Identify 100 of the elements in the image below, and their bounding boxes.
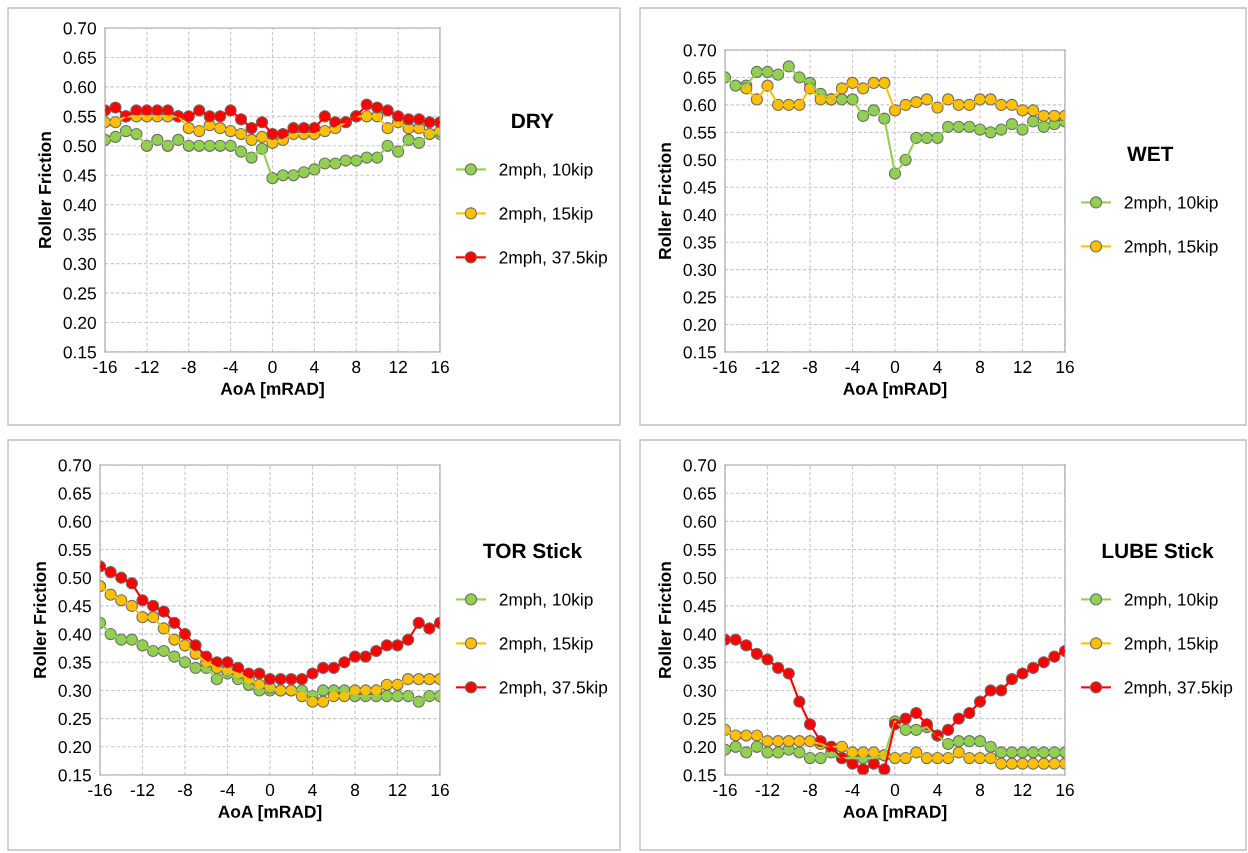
x-tick-label: 0 bbox=[268, 360, 277, 374]
legend-title: TOR Stick bbox=[483, 542, 583, 559]
y-tick-label: 0.30 bbox=[683, 684, 716, 697]
y-tick-label: 0.40 bbox=[63, 198, 96, 212]
x-tick-label: -16 bbox=[713, 360, 737, 374]
x-tick-label: 16 bbox=[1056, 783, 1074, 797]
y-tick-label: 0.70 bbox=[683, 44, 716, 57]
x-tick-label: 12 bbox=[1014, 783, 1032, 796]
y-tick-label: 0.65 bbox=[683, 487, 716, 500]
legend-label: 2mph, 10kip bbox=[499, 592, 593, 610]
y-tick-label: 0.20 bbox=[683, 740, 716, 754]
y-tick-label: 0.40 bbox=[683, 628, 716, 641]
x-tick-label: -8 bbox=[803, 783, 817, 797]
y-tick-label: 0.70 bbox=[63, 22, 96, 35]
y-tick-label: 0.35 bbox=[58, 656, 91, 669]
y-tick-label: 0.45 bbox=[63, 169, 96, 182]
legend-label: 2mph, 15kip bbox=[1124, 239, 1218, 257]
y-tick-label: 0.50 bbox=[63, 139, 96, 153]
x-tick-label: 16 bbox=[1056, 360, 1074, 374]
x-tick-label: -4 bbox=[845, 360, 860, 373]
x-tick-label: 0 bbox=[890, 783, 900, 797]
y-tick-label: 0.20 bbox=[683, 318, 716, 332]
y-tick-label: 0.35 bbox=[683, 236, 716, 249]
y-tick-label: 0.55 bbox=[63, 110, 96, 123]
x-axis-title: AoA [mRAD] bbox=[843, 805, 947, 822]
y-tick-label: 0.70 bbox=[58, 459, 91, 472]
x-tick-label: -8 bbox=[181, 360, 196, 374]
y-axis-title: Roller Friction bbox=[658, 143, 672, 259]
y-tick-label: 0.65 bbox=[683, 71, 716, 84]
y-tick-label: 0.15 bbox=[63, 346, 96, 359]
y-tick-label: 0.40 bbox=[683, 208, 716, 222]
y-tick-label: 0.25 bbox=[683, 712, 716, 726]
y-tick-label: 0.25 bbox=[58, 712, 91, 726]
y-tick-label: 0.50 bbox=[683, 571, 716, 585]
y-axis-title: Roller Friction bbox=[33, 562, 47, 678]
x-tick-label: 0 bbox=[890, 360, 900, 374]
y-tick-label: 0.30 bbox=[683, 263, 716, 277]
y-tick-label: 0.55 bbox=[58, 543, 91, 557]
x-tick-label: 8 bbox=[975, 783, 985, 797]
y-tick-label: 0.60 bbox=[58, 515, 91, 528]
x-tick-label: 4 bbox=[933, 360, 942, 373]
x-tick-label: 16 bbox=[431, 783, 449, 797]
y-axis-title: Roller Friction bbox=[658, 562, 672, 678]
y-tick-label: 0.35 bbox=[63, 228, 96, 241]
y-tick-label: 0.15 bbox=[58, 769, 91, 782]
y-tick-label: 0.60 bbox=[63, 81, 96, 94]
y-tick-label: 0.25 bbox=[63, 287, 96, 300]
y-tick-label: 0.50 bbox=[58, 571, 91, 585]
x-tick-label: 12 bbox=[389, 360, 407, 373]
x-tick-label: -8 bbox=[178, 783, 192, 797]
legend-title: WET bbox=[1127, 146, 1174, 162]
legend-title: DRY bbox=[512, 113, 554, 129]
x-tick-label: -8 bbox=[803, 360, 817, 374]
x-tick-label: -16 bbox=[713, 783, 737, 797]
legend-label: 2mph, 15kip bbox=[499, 206, 593, 224]
y-tick-label: 0.30 bbox=[63, 257, 96, 271]
y-tick-label: 0.25 bbox=[683, 291, 716, 304]
x-tick-label: -4 bbox=[845, 783, 860, 796]
legend-label: 2mph, 10kip bbox=[1124, 592, 1218, 610]
y-tick-label: 0.65 bbox=[63, 51, 96, 64]
x-tick-label: 12 bbox=[1014, 360, 1032, 373]
x-tick-label: 0 bbox=[265, 783, 275, 797]
y-tick-label: 0.55 bbox=[683, 543, 716, 557]
y-tick-label: 0.30 bbox=[58, 684, 91, 697]
y-tick-label: 0.40 bbox=[58, 628, 91, 641]
y-tick-label: 0.20 bbox=[63, 316, 96, 330]
x-tick-label: 4 bbox=[308, 783, 317, 796]
y-tick-label: 0.20 bbox=[58, 740, 91, 754]
x-tick-label: 4 bbox=[309, 360, 319, 373]
x-axis-title: AoA [mRAD] bbox=[218, 805, 322, 822]
x-tick-label: 4 bbox=[933, 783, 942, 796]
y-tick-label: 0.15 bbox=[683, 346, 716, 359]
x-tick-label: -16 bbox=[88, 783, 112, 797]
legend-title: LUBE Stick bbox=[1102, 542, 1214, 559]
x-tick-label: -4 bbox=[220, 783, 235, 796]
y-tick-label: 0.35 bbox=[683, 656, 716, 669]
y-tick-label: 0.70 bbox=[683, 459, 716, 472]
legend-label: 2mph, 15kip bbox=[1124, 636, 1218, 654]
x-tick-label: -12 bbox=[135, 360, 159, 373]
y-tick-label: 0.65 bbox=[58, 487, 91, 500]
x-tick-label: 12 bbox=[389, 783, 407, 796]
x-tick-label: -12 bbox=[755, 783, 780, 796]
legend-label: 2mph, 15kip bbox=[499, 636, 593, 654]
legend-label: 2mph, 37.5kip bbox=[499, 680, 608, 698]
y-tick-label: 0.45 bbox=[683, 600, 716, 613]
y-tick-label: 0.45 bbox=[58, 600, 91, 613]
x-tick-label: -12 bbox=[130, 783, 155, 796]
legend-label: 2mph, 37.5kip bbox=[499, 250, 607, 268]
y-tick-label: 0.55 bbox=[683, 126, 716, 139]
y-axis-title: Roller Friction bbox=[38, 132, 52, 248]
x-axis-title: AoA [mRAD] bbox=[843, 382, 947, 399]
y-tick-label: 0.60 bbox=[683, 515, 716, 528]
x-axis-title: AoA [mRAD] bbox=[220, 382, 324, 399]
x-tick-label: -12 bbox=[755, 360, 780, 373]
x-tick-label: 8 bbox=[975, 360, 985, 374]
x-tick-label: 16 bbox=[431, 360, 449, 374]
y-tick-label: 0.60 bbox=[683, 99, 716, 112]
x-tick-label: 8 bbox=[352, 360, 361, 374]
legend-label: 2mph, 10kip bbox=[1124, 195, 1218, 213]
legend-label: 2mph, 37.5kip bbox=[1124, 680, 1233, 698]
